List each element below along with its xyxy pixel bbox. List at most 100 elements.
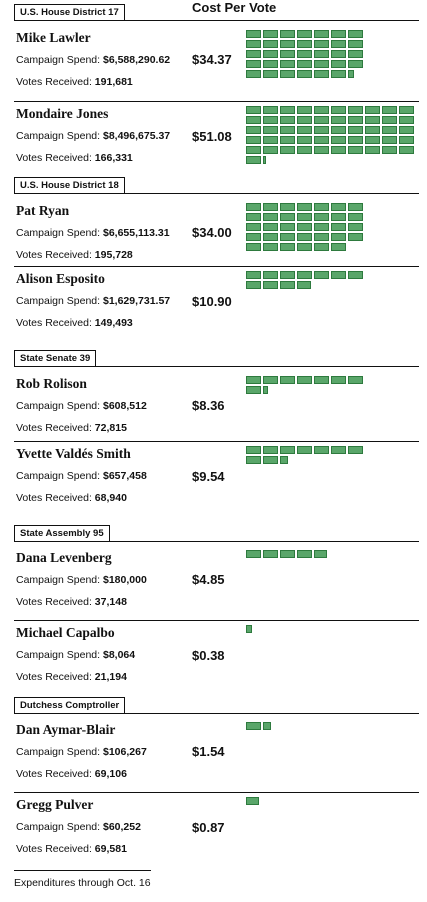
votes-received-value: 69,106 bbox=[94, 768, 127, 780]
bill-icon bbox=[280, 271, 295, 279]
candidate-row: Rob Rolison Campaign Spend: $608,512 Votes… bbox=[14, 372, 419, 442]
bill-icon bbox=[246, 136, 261, 144]
bill-icon bbox=[331, 213, 346, 221]
bill-icon bbox=[280, 213, 295, 221]
votes-received: Votes Received: 149,493 bbox=[16, 317, 133, 329]
bill-icon bbox=[348, 233, 363, 241]
campaign-spend-value: $8,064 bbox=[102, 649, 136, 661]
bill-icon bbox=[314, 223, 329, 231]
cost-per-vote-value: $0.87 bbox=[192, 820, 225, 835]
bill-icon bbox=[314, 126, 329, 134]
bill-icon bbox=[348, 30, 363, 38]
bill-icon bbox=[348, 213, 363, 221]
bill-icon bbox=[365, 146, 380, 154]
bill-icon bbox=[263, 271, 278, 279]
bill-icon bbox=[314, 60, 329, 68]
bill-icon bbox=[263, 243, 278, 251]
section-rule bbox=[14, 20, 419, 21]
campaign-spend-value: $6,588,290.62 bbox=[102, 54, 171, 66]
bill-icon bbox=[399, 136, 414, 144]
votes-received-value: 37,148 bbox=[94, 596, 127, 608]
votes-received-value: 149,493 bbox=[94, 317, 133, 329]
candidate-name: Alison Esposito bbox=[16, 271, 105, 286]
bill-icon bbox=[314, 106, 329, 114]
candidate-name: Rob Rolison bbox=[16, 376, 87, 391]
bill-icon bbox=[297, 50, 312, 58]
bill-icon bbox=[331, 203, 346, 211]
votes-received: Votes Received: 69,106 bbox=[16, 768, 127, 780]
section-rule bbox=[14, 713, 419, 714]
bill-icon bbox=[263, 70, 278, 78]
campaign-spend: Campaign Spend: $8,496,675.37 bbox=[16, 130, 170, 142]
bill-icon bbox=[314, 376, 329, 384]
bill-icon bbox=[297, 446, 312, 454]
bill-icon bbox=[348, 40, 363, 48]
candidate-name: Mike Lawler bbox=[16, 30, 91, 45]
bill-icon bbox=[280, 106, 295, 114]
votes-received-label: Votes Received: bbox=[16, 671, 95, 683]
candidate-name: Yvette Valdés Smith bbox=[16, 446, 131, 461]
bill-icon bbox=[280, 116, 295, 124]
bill-icon bbox=[246, 116, 261, 124]
bill-icon bbox=[263, 146, 278, 154]
section-label: State Senate 39 bbox=[14, 350, 97, 366]
section-label: U.S. House District 17 bbox=[14, 4, 125, 20]
section-rule bbox=[14, 541, 419, 542]
candidate-name: Pat Ryan bbox=[16, 203, 70, 218]
candidate-name: Michael Capalbo bbox=[16, 625, 115, 640]
campaign-spend: Campaign Spend: $657,458 bbox=[16, 470, 147, 482]
candidate-row: Mike Lawler Campaign Spend: $6,588,290.62… bbox=[14, 26, 419, 96]
votes-received: Votes Received: 166,331 bbox=[16, 152, 133, 164]
campaign-spend: Campaign Spend: $608,512 bbox=[16, 400, 147, 412]
section-header: State Assembly 95 bbox=[14, 525, 419, 543]
bill-icon bbox=[280, 550, 295, 558]
campaign-spend: Campaign Spend: $106,267 bbox=[16, 746, 147, 758]
section-label: State Assembly 95 bbox=[14, 525, 110, 541]
bill-icon bbox=[246, 243, 261, 251]
bill-icon bbox=[263, 722, 271, 730]
bill-icon bbox=[314, 203, 329, 211]
bill-icon bbox=[331, 146, 346, 154]
bill-icon bbox=[263, 456, 278, 464]
bill-icon bbox=[314, 70, 329, 78]
bill-icon bbox=[246, 281, 261, 289]
bill-icon bbox=[263, 106, 278, 114]
bill-icon bbox=[246, 70, 261, 78]
campaign-spend-value: $180,000 bbox=[102, 574, 147, 586]
bill-icon bbox=[263, 30, 278, 38]
candidate-divider bbox=[14, 792, 419, 793]
bill-icon bbox=[348, 146, 363, 154]
bill-icon bbox=[297, 271, 312, 279]
votes-received-label: Votes Received: bbox=[16, 249, 95, 261]
bill-icon bbox=[246, 797, 259, 805]
bill-icon bbox=[348, 116, 363, 124]
candidate-row: Michael Capalbo Campaign Spend: $8,064 Vot… bbox=[14, 620, 419, 690]
candidate-divider bbox=[14, 620, 419, 621]
bill-icon bbox=[263, 386, 268, 394]
bill-icon bbox=[246, 722, 261, 730]
bill-icon bbox=[331, 60, 346, 68]
campaign-spend: Campaign Spend: $6,655,113.31 bbox=[16, 227, 170, 239]
bill-icon bbox=[297, 223, 312, 231]
bill-icon bbox=[246, 30, 261, 38]
bill-icon bbox=[331, 106, 346, 114]
bill-icon bbox=[297, 70, 312, 78]
campaign-spend: Campaign Spend: $8,064 bbox=[16, 649, 135, 661]
campaign-spend-label: Campaign Spend: bbox=[16, 574, 103, 586]
bill-icon bbox=[314, 213, 329, 221]
votes-received-label: Votes Received: bbox=[16, 596, 95, 608]
campaign-spend-label: Campaign Spend: bbox=[16, 746, 103, 758]
bill-icon bbox=[263, 281, 278, 289]
bill-icon bbox=[314, 243, 329, 251]
bill-icon bbox=[263, 126, 278, 134]
bill-icon bbox=[280, 281, 295, 289]
bill-icon bbox=[246, 203, 261, 211]
bill-icon bbox=[263, 223, 278, 231]
bill-icon bbox=[297, 243, 312, 251]
bill-icon bbox=[382, 116, 397, 124]
bill-icon bbox=[399, 146, 414, 154]
bill-icon bbox=[280, 376, 295, 384]
section-label: U.S. House District 18 bbox=[14, 177, 125, 193]
votes-received-value: 21,194 bbox=[94, 671, 127, 683]
bill-icon bbox=[263, 50, 278, 58]
